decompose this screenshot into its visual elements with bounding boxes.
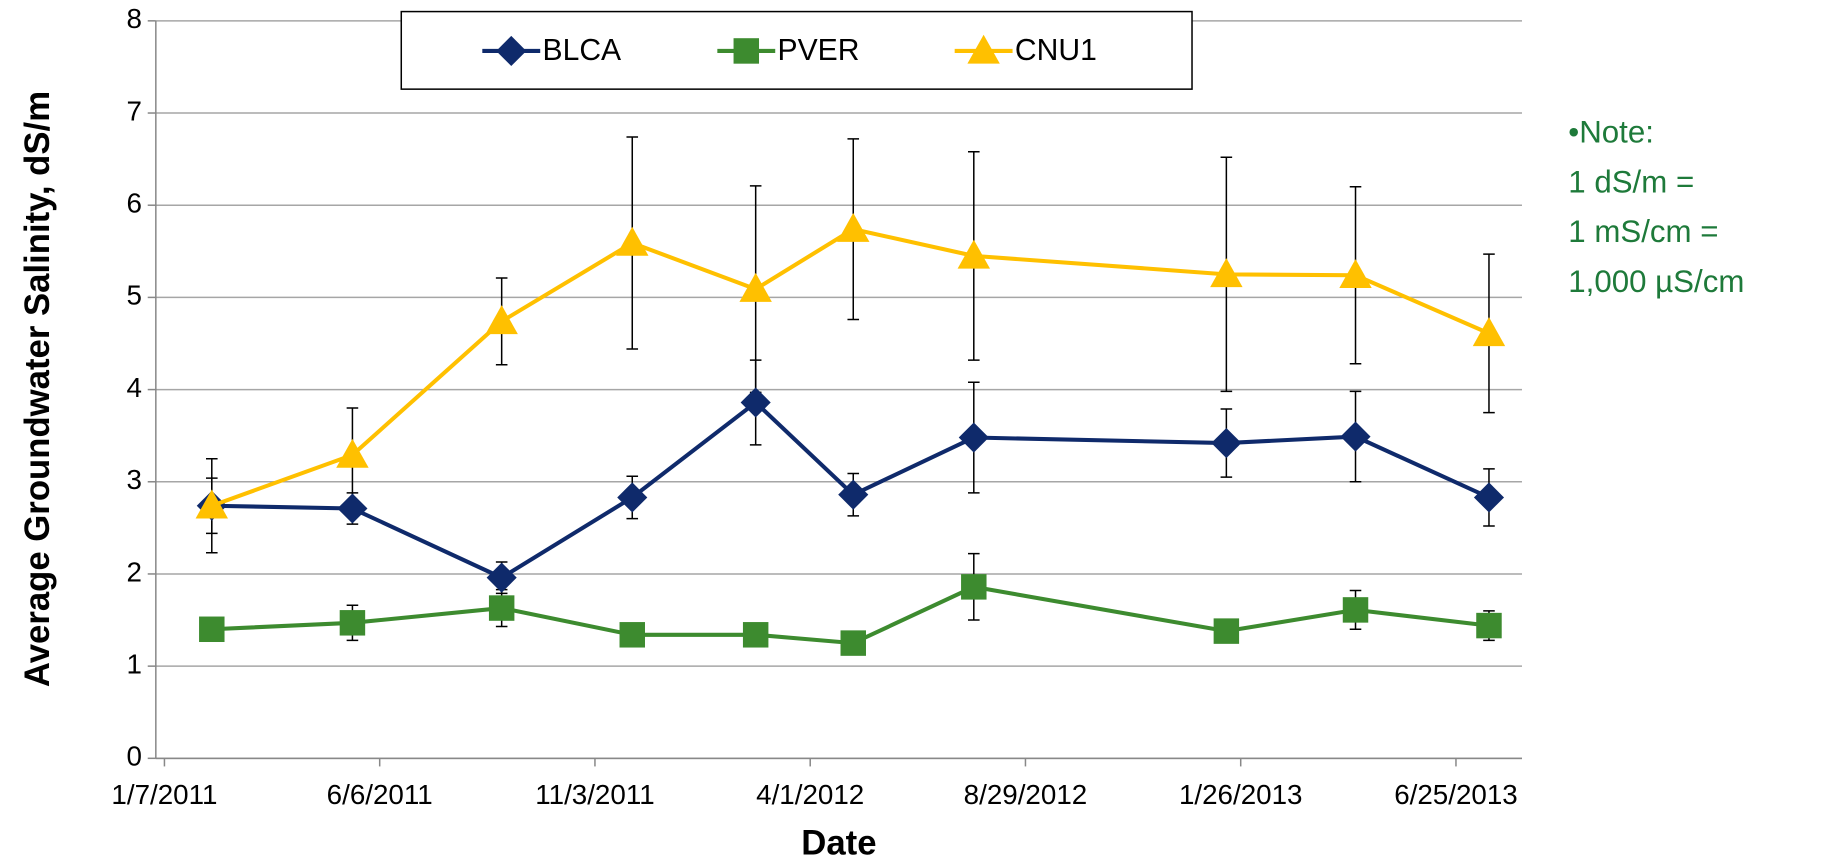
marker bbox=[336, 438, 369, 468]
note-line: •Note: bbox=[1568, 115, 1654, 150]
y-tick-label: 7 bbox=[126, 95, 141, 126]
x-axis-label: Date bbox=[801, 824, 876, 862]
marker bbox=[1340, 421, 1371, 452]
y-tick-label: 3 bbox=[126, 464, 141, 495]
y-tick-label: 6 bbox=[126, 188, 141, 219]
x-tick-label: 1/26/2013 bbox=[1179, 779, 1303, 810]
marker bbox=[1339, 259, 1372, 289]
x-tick-label: 6/25/2013 bbox=[1394, 779, 1518, 810]
x-tick-label: 11/3/2011 bbox=[535, 779, 654, 810]
marker bbox=[486, 562, 517, 593]
marker bbox=[838, 479, 869, 510]
marker bbox=[957, 239, 991, 269]
legend-label: BLCA bbox=[543, 34, 623, 67]
marker bbox=[958, 422, 989, 453]
marker bbox=[488, 595, 515, 621]
y-tick-label: 5 bbox=[126, 280, 141, 311]
legend-label: CNU1 bbox=[1015, 34, 1097, 67]
marker bbox=[840, 630, 866, 656]
legend-label: PVER bbox=[778, 34, 860, 67]
x-tick-label: 1/7/2011 bbox=[111, 779, 217, 810]
marker bbox=[1211, 428, 1242, 459]
y-tick-label: 1 bbox=[126, 648, 141, 679]
series-line bbox=[211, 399, 1490, 580]
y-tick-label: 2 bbox=[126, 556, 141, 587]
y-tick-label: 8 bbox=[126, 3, 141, 34]
legend-marker bbox=[733, 38, 760, 64]
note-line: 1,000 µS/cm bbox=[1568, 264, 1744, 299]
y-tick-label: 4 bbox=[126, 372, 141, 403]
marker bbox=[1213, 618, 1240, 644]
legend-marker bbox=[967, 34, 1000, 64]
note-line: 1 dS/m = bbox=[1568, 164, 1694, 199]
marker bbox=[739, 272, 772, 302]
marker bbox=[485, 305, 518, 335]
marker bbox=[199, 616, 225, 643]
marker bbox=[742, 622, 769, 648]
marker bbox=[1472, 317, 1506, 347]
marker bbox=[616, 226, 649, 256]
series-line bbox=[211, 584, 1490, 646]
marker bbox=[1210, 258, 1243, 288]
y-tick-label: 0 bbox=[126, 741, 141, 772]
series-line bbox=[211, 227, 1490, 508]
marker bbox=[339, 610, 366, 636]
y-axis-label: Average Groundwater Salinity, dS/m bbox=[19, 91, 57, 687]
marker bbox=[837, 212, 870, 242]
marker bbox=[619, 622, 645, 648]
x-tick-label: 6/6/2011 bbox=[327, 779, 433, 810]
x-tick-label: 8/29/2012 bbox=[964, 779, 1088, 810]
marker bbox=[961, 574, 987, 600]
marker bbox=[195, 489, 229, 519]
marker bbox=[1476, 612, 1502, 639]
x-tick-label: 4/1/2012 bbox=[756, 779, 864, 810]
marker bbox=[740, 387, 771, 418]
marker bbox=[1342, 597, 1369, 623]
marker bbox=[337, 493, 368, 524]
marker bbox=[1473, 482, 1505, 513]
note-line: 1 mS/cm = bbox=[1568, 214, 1718, 249]
